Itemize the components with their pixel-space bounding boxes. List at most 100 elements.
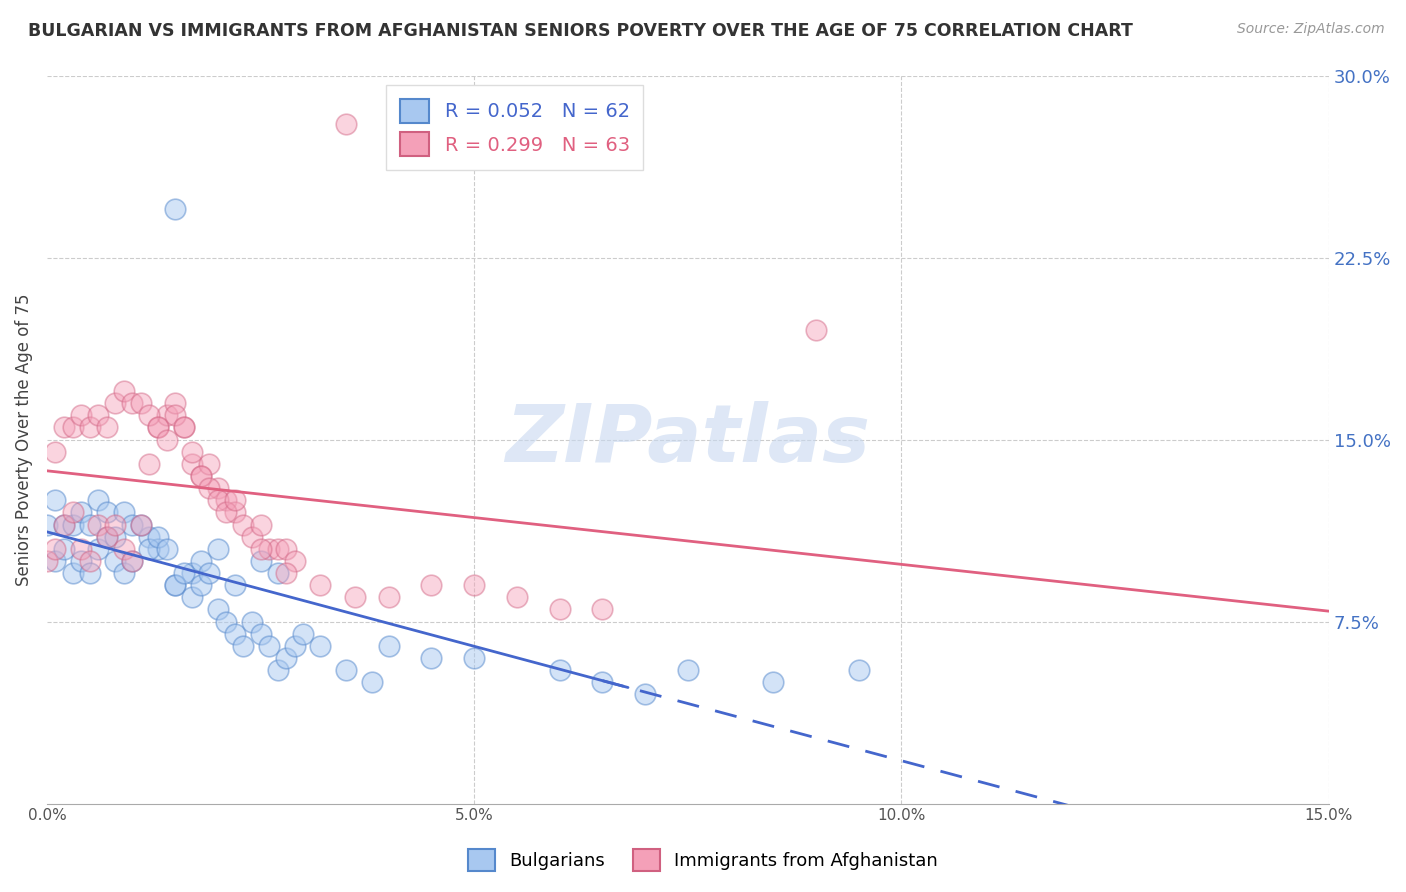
Point (181, 457, 204, 471)
Point (138, 530, 160, 544)
Point (215, 493, 238, 508)
Point (257, 639, 280, 653)
Point (284, 554, 307, 568)
Point (53, 541, 76, 556)
Point (266, 566, 288, 580)
Point (266, 541, 288, 556)
Point (62, 420, 84, 434)
Point (190, 578, 212, 592)
Point (804, 323, 827, 337)
Point (79, 420, 101, 434)
Point (146, 420, 169, 434)
Point (173, 566, 195, 580)
Point (463, 651, 485, 665)
Point (207, 493, 229, 508)
Point (292, 626, 315, 640)
Point (129, 517, 152, 532)
Point (165, 202, 187, 216)
Point (96, 530, 118, 544)
Point (224, 505, 246, 519)
Point (138, 457, 160, 471)
Point (53, 517, 76, 532)
Point (249, 517, 271, 532)
Point (87, 409, 110, 423)
Point (96, 505, 118, 519)
Point (146, 420, 169, 434)
Point (165, 396, 187, 410)
Point (190, 469, 212, 483)
Point (463, 578, 485, 592)
Point (548, 663, 571, 677)
Point (377, 591, 399, 605)
Point (181, 591, 204, 605)
Point (207, 481, 229, 495)
Point (87, 517, 110, 532)
Point (335, 663, 357, 677)
Point (62, 505, 84, 519)
Point (207, 541, 229, 556)
Point (506, 591, 529, 605)
Point (215, 505, 238, 519)
Point (198, 457, 221, 471)
Text: Source: ZipAtlas.com: Source: ZipAtlas.com (1237, 22, 1385, 37)
Point (343, 591, 366, 605)
Point (87, 493, 110, 508)
Point (591, 675, 613, 690)
Point (155, 541, 177, 556)
Point (548, 602, 571, 616)
Point (224, 578, 246, 592)
Point (207, 602, 229, 616)
Point (104, 530, 127, 544)
Point (44, 554, 66, 568)
Point (190, 469, 212, 483)
Point (112, 505, 135, 519)
Point (173, 420, 195, 434)
Point (104, 396, 127, 410)
Point (266, 663, 288, 677)
Point (121, 554, 143, 568)
Point (121, 396, 143, 410)
Point (309, 639, 332, 653)
Point (44, 541, 66, 556)
Point (35, 554, 58, 568)
Point (129, 517, 152, 532)
Point (591, 602, 613, 616)
Point (848, 663, 870, 677)
Point (96, 530, 118, 544)
Point (165, 578, 187, 592)
Point (360, 675, 382, 690)
Point (215, 615, 238, 629)
Point (112, 541, 135, 556)
Point (155, 409, 177, 423)
Point (190, 554, 212, 568)
Point (249, 541, 271, 556)
Point (62, 566, 84, 580)
Point (165, 409, 187, 423)
Point (335, 117, 357, 131)
Point (53, 517, 76, 532)
Point (198, 481, 221, 495)
Point (198, 566, 221, 580)
Point (232, 517, 254, 532)
Point (224, 493, 246, 508)
Point (181, 566, 204, 580)
Point (240, 530, 263, 544)
Point (276, 541, 298, 556)
Point (121, 554, 143, 568)
Point (377, 639, 399, 653)
Point (257, 541, 280, 556)
Point (420, 651, 443, 665)
Legend: R = 0.052   N = 62, R = 0.299   N = 63: R = 0.052 N = 62, R = 0.299 N = 63 (387, 86, 644, 169)
Point (112, 566, 135, 580)
Point (762, 675, 785, 690)
Point (79, 566, 101, 580)
Point (165, 578, 187, 592)
Point (112, 384, 135, 398)
Point (129, 396, 152, 410)
Y-axis label: Seniors Poverty Over the Age of 75: Seniors Poverty Over the Age of 75 (15, 293, 32, 586)
Point (79, 554, 101, 568)
Point (249, 554, 271, 568)
Point (53, 420, 76, 434)
Point (155, 433, 177, 447)
Point (79, 517, 101, 532)
